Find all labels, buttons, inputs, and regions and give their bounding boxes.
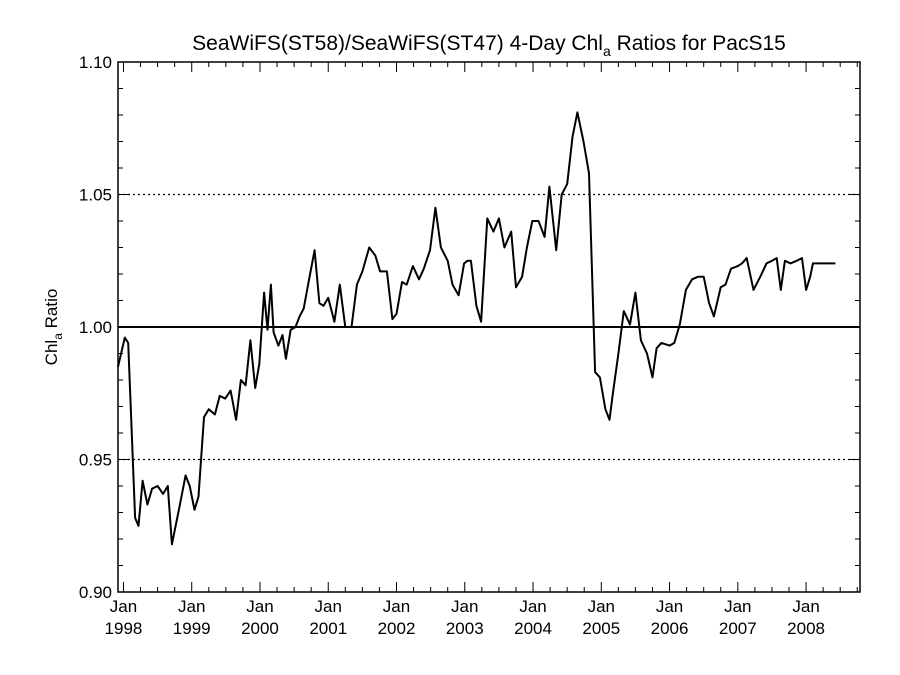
x-tick-year-7: 2005 bbox=[582, 619, 620, 638]
y-tick-label-0: 0.90 bbox=[79, 583, 112, 602]
x-tick-month-10: Jan bbox=[792, 597, 819, 616]
plot-area: 0.90 0.95 1.00 1.05 1.10 Jan 1998 Jan 1999 Jan 200… bbox=[79, 53, 861, 638]
chart-title-subscript: a bbox=[603, 43, 611, 59]
x-tick-month-1: Jan bbox=[178, 597, 205, 616]
x-tick-year-9: 2007 bbox=[719, 619, 757, 638]
series-line bbox=[117, 111, 836, 546]
chart-title-main: SeaWiFS(ST58)/SeaWiFS(ST47) 4-Day Chl bbox=[192, 32, 603, 55]
chart-title-rest: Ratios for PacS15 bbox=[611, 32, 786, 55]
y-axis-label: Chla Ratio bbox=[42, 289, 65, 366]
x-tick-year-6: 2004 bbox=[514, 619, 552, 638]
x-tick-month-0: Jan bbox=[110, 597, 137, 616]
y-tick-label-1: 0.95 bbox=[79, 451, 112, 470]
x-tick-month-7: Jan bbox=[588, 597, 615, 616]
x-tick-year-8: 2006 bbox=[651, 619, 689, 638]
x-tick-month-6: Jan bbox=[519, 597, 546, 616]
x-tick-month-2: Jan bbox=[246, 597, 273, 616]
y-tick-label-2: 1.00 bbox=[79, 318, 112, 337]
plot-frame bbox=[117, 61, 861, 593]
x-tick-month-9: Jan bbox=[724, 597, 751, 616]
y-axis-label-main: Chl bbox=[42, 340, 61, 366]
x-tick-year-2: 2000 bbox=[241, 619, 279, 638]
chart-title: SeaWiFS(ST58)/SeaWiFS(ST47) 4-Day Chla R… bbox=[192, 32, 786, 59]
y-tick-label-4: 1.10 bbox=[79, 53, 112, 72]
y-axis-label-rest: Ratio bbox=[42, 289, 61, 333]
x-tick-year-0: 1998 bbox=[105, 619, 143, 638]
x-tick-month-5: Jan bbox=[451, 597, 478, 616]
y-axis-label-subscript: a bbox=[51, 333, 65, 340]
x-tick-year-1: 1999 bbox=[173, 619, 211, 638]
x-tick-year-4: 2002 bbox=[378, 619, 416, 638]
x-tick-year-5: 2003 bbox=[446, 619, 484, 638]
x-tick-month-8: Jan bbox=[656, 597, 683, 616]
x-tick-month-4: Jan bbox=[383, 597, 410, 616]
x-tick-month-3: Jan bbox=[315, 597, 342, 616]
x-tick-year-10: 2008 bbox=[787, 619, 825, 638]
x-tick-year-3: 2001 bbox=[309, 619, 347, 638]
y-tick-label-3: 1.05 bbox=[79, 186, 112, 205]
